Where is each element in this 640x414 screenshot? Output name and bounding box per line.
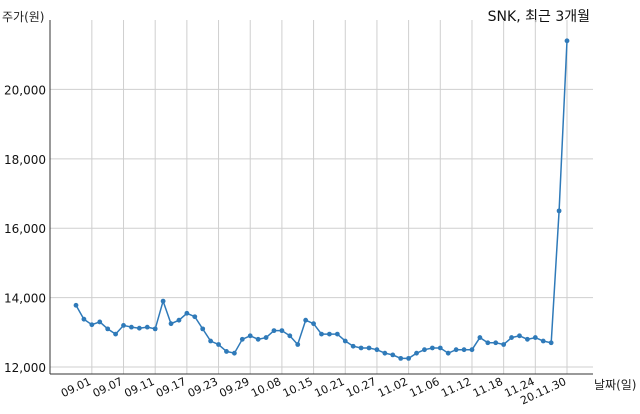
data-point — [525, 336, 530, 342]
data-point — [437, 345, 443, 351]
price-series — [73, 38, 570, 361]
x-axis-label: 날짜(일) — [594, 378, 637, 392]
data-point — [136, 325, 142, 331]
x-tick-label: 09.23 — [186, 375, 220, 400]
data-point — [303, 317, 309, 323]
chart-title: SNK, 최근 3개월 — [487, 9, 590, 25]
data-point — [97, 319, 103, 325]
data-point — [168, 321, 174, 327]
data-point — [422, 347, 427, 353]
y-tick-label: 16,000 — [4, 222, 46, 236]
data-point — [255, 336, 261, 342]
y-axis-label: 주가(원) — [2, 10, 45, 24]
x-tick-label: 09.29 — [217, 375, 251, 400]
data-point — [493, 340, 499, 346]
x-tick-label: 11.12 — [439, 375, 473, 400]
data-point — [453, 347, 459, 353]
data-point — [382, 350, 388, 356]
data-point — [271, 328, 277, 334]
data-point — [517, 333, 522, 339]
x-tick-label: 11.06 — [408, 375, 442, 400]
x-tick-label: 10.21 — [312, 375, 346, 400]
y-tick-label: 12,000 — [4, 361, 46, 375]
data-point — [469, 347, 475, 353]
data-point — [105, 326, 111, 332]
data-point — [216, 342, 221, 347]
x-tick-label: 09.11 — [122, 375, 156, 400]
data-point — [477, 335, 483, 340]
data-point — [176, 317, 182, 323]
data-point — [144, 324, 150, 330]
data-point — [532, 335, 538, 340]
data-point — [548, 340, 554, 346]
x-tick-label: 11.18 — [471, 375, 505, 400]
data-point — [247, 333, 253, 339]
x-tick-label: 10.08 — [249, 375, 283, 400]
data-point — [429, 345, 435, 351]
data-point — [319, 331, 324, 337]
data-point — [334, 331, 340, 337]
data-point — [287, 333, 293, 339]
data-point — [445, 350, 451, 356]
axes — [49, 20, 593, 375]
x-tick-label: 09.01 — [59, 375, 93, 400]
data-point — [374, 347, 380, 353]
x-tick-label: 10.15 — [281, 375, 315, 400]
data-point — [556, 208, 562, 214]
data-point — [200, 326, 206, 332]
data-point — [231, 350, 237, 356]
data-point — [327, 331, 332, 337]
data-point — [73, 302, 79, 308]
data-point — [501, 342, 507, 347]
data-point — [540, 338, 546, 344]
data-point — [366, 345, 372, 351]
data-point — [113, 331, 118, 337]
data-point — [184, 310, 190, 316]
price-line — [75, 40, 568, 360]
data-point — [509, 335, 514, 340]
grid — [50, 20, 593, 374]
data-point — [192, 314, 198, 320]
data-point — [208, 338, 214, 344]
data-point — [295, 342, 301, 347]
data-point — [121, 323, 126, 328]
data-point — [342, 338, 348, 344]
data-point — [160, 298, 166, 304]
data-point — [239, 336, 245, 342]
data-point — [81, 316, 87, 322]
data-point — [311, 321, 316, 327]
data-point — [224, 349, 229, 354]
data-point — [263, 335, 269, 340]
y-tick-label: 18,000 — [4, 153, 46, 167]
data-point — [89, 322, 95, 328]
data-point — [398, 355, 404, 361]
x-tick-label: 10.27 — [344, 375, 378, 400]
data-point — [129, 324, 134, 330]
data-point — [350, 343, 356, 349]
data-point — [406, 355, 412, 361]
x-tick-label: 09.17 — [154, 375, 188, 400]
data-point — [485, 340, 491, 346]
data-point — [279, 328, 285, 334]
data-point — [152, 326, 158, 332]
x-tick-label: 11.02 — [376, 375, 410, 400]
y-tick-label: 14,000 — [4, 292, 46, 306]
x-tick-label: 09.07 — [91, 375, 125, 400]
data-point — [564, 38, 570, 44]
tick-labels: 12,000 14,000 16,000 18,000 20,000 09.0109.07… — [4, 83, 568, 407]
data-point — [414, 350, 419, 356]
data-point — [390, 352, 396, 358]
data-point — [358, 345, 364, 351]
y-tick-label: 20,000 — [4, 83, 46, 97]
data-point — [461, 347, 467, 353]
